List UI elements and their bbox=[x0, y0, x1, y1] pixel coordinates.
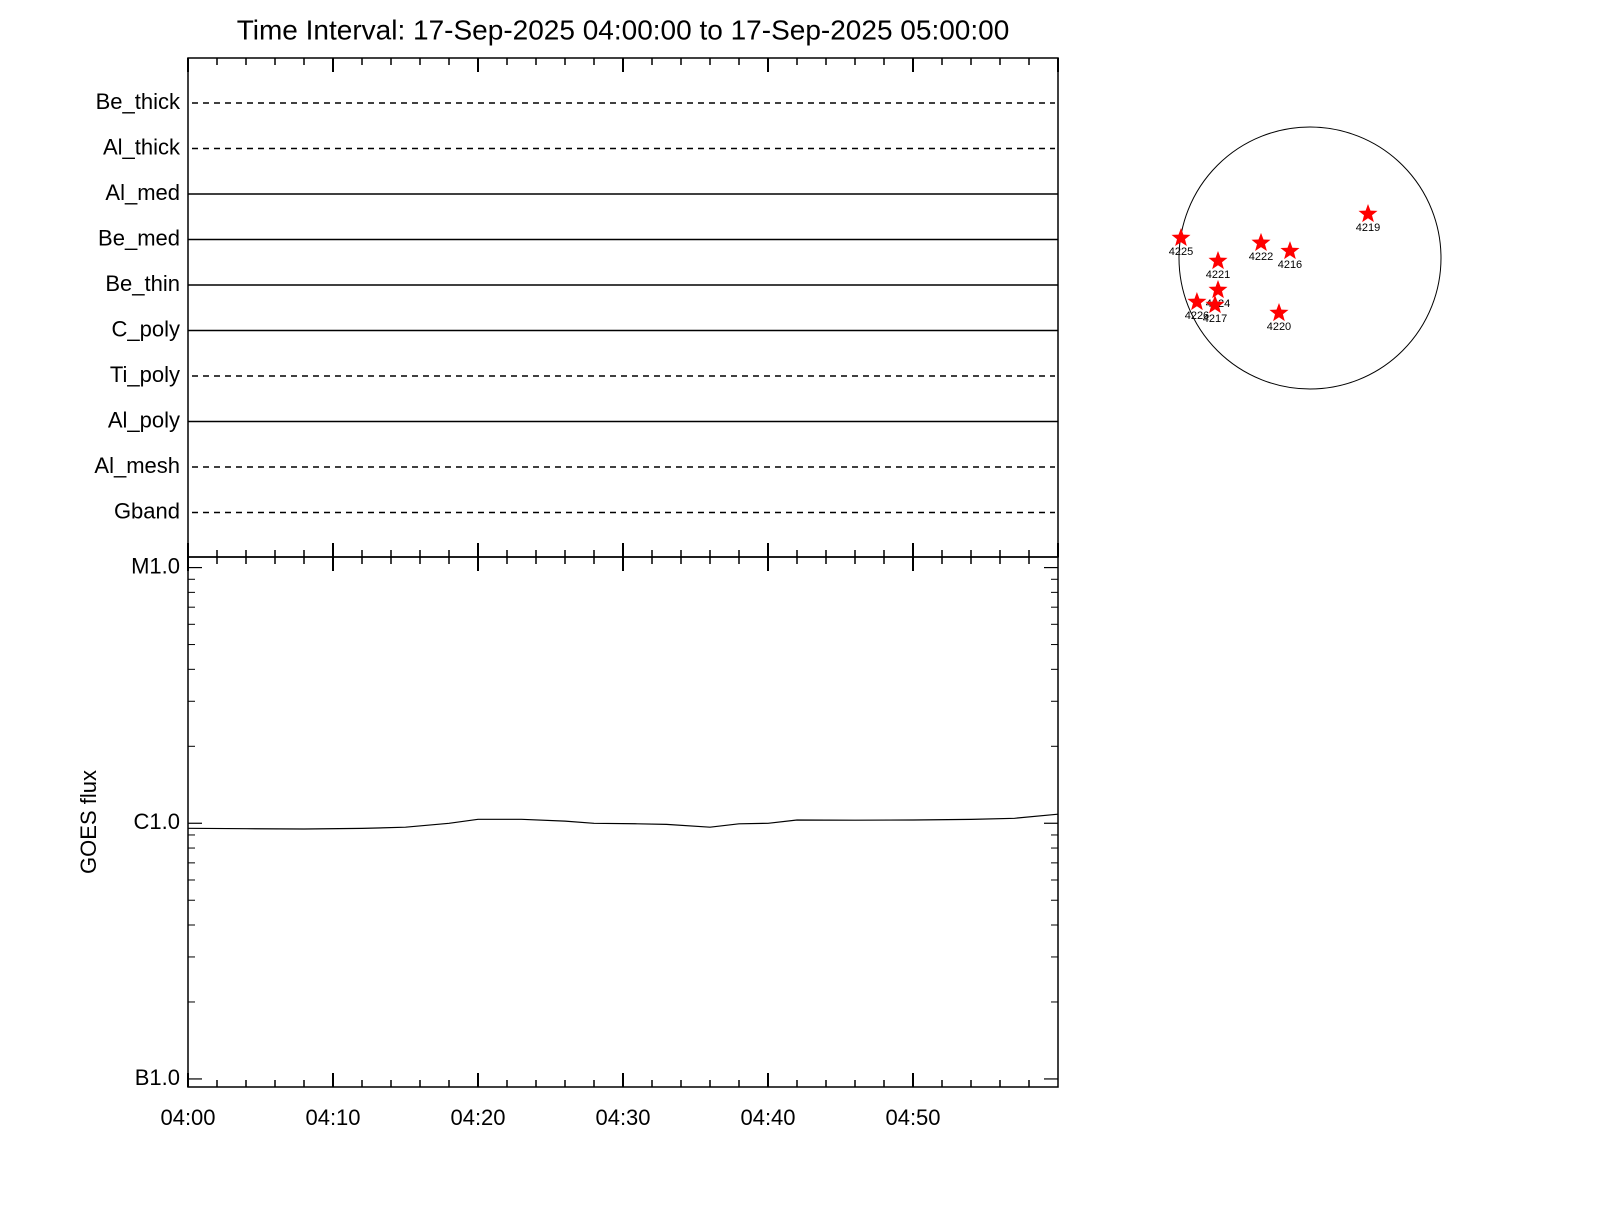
x-tick-label: 04:30 bbox=[595, 1105, 650, 1130]
region-label: 4221 bbox=[1206, 269, 1230, 281]
y-axis-label: GOES flux bbox=[76, 770, 101, 874]
region-star bbox=[1251, 232, 1271, 251]
region-label: 4219 bbox=[1356, 222, 1380, 234]
region-star bbox=[1187, 292, 1207, 311]
region-label: 4222 bbox=[1249, 251, 1273, 263]
region-star bbox=[1358, 204, 1378, 223]
y-tick-label: C1.0 bbox=[134, 809, 180, 834]
region-star bbox=[1208, 280, 1228, 299]
solar-disk bbox=[1178, 126, 1442, 390]
x-tick-label: 04:00 bbox=[160, 1105, 215, 1130]
region-label: 4225 bbox=[1169, 246, 1193, 258]
filter-label: Be_thin bbox=[105, 271, 180, 296]
filter-label: Gband bbox=[114, 498, 180, 523]
region-label: 4217 bbox=[1203, 313, 1227, 325]
goes-curve bbox=[187, 813, 1059, 830]
x-tick-label: 04:10 bbox=[305, 1105, 360, 1130]
region-star bbox=[1208, 251, 1228, 270]
filter-label: Ti_poly bbox=[110, 362, 180, 387]
region-label: 4220 bbox=[1267, 321, 1291, 333]
x-tick-label: 04:20 bbox=[450, 1105, 505, 1130]
y-tick-label: B1.0 bbox=[135, 1065, 180, 1090]
x-tick-label: 04:40 bbox=[740, 1105, 795, 1130]
region-star bbox=[1205, 295, 1225, 314]
filter-label: C_poly bbox=[112, 316, 180, 341]
chart-title: Time Interval: 17-Sep-2025 04:00:00 to 1… bbox=[237, 14, 1010, 45]
region-star bbox=[1171, 228, 1191, 246]
region-label: 4226 bbox=[1185, 310, 1209, 322]
filter-label: Be_thick bbox=[96, 89, 181, 114]
x-tick-label: 04:50 bbox=[885, 1105, 940, 1130]
region-label: 4216 bbox=[1278, 259, 1302, 271]
filter-label: Al_thick bbox=[103, 134, 181, 159]
region-star bbox=[1280, 241, 1300, 260]
filter-label: Al_med bbox=[105, 180, 180, 205]
region-star bbox=[1269, 303, 1289, 322]
y-tick-label: M1.0 bbox=[131, 553, 180, 578]
filter-label: Al_poly bbox=[108, 407, 180, 432]
filter-label: Al_mesh bbox=[94, 453, 180, 478]
filter-label: Be_med bbox=[98, 225, 180, 250]
